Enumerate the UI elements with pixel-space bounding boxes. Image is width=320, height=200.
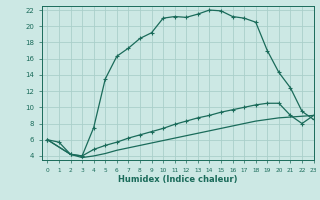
X-axis label: Humidex (Indice chaleur): Humidex (Indice chaleur) [118, 175, 237, 184]
